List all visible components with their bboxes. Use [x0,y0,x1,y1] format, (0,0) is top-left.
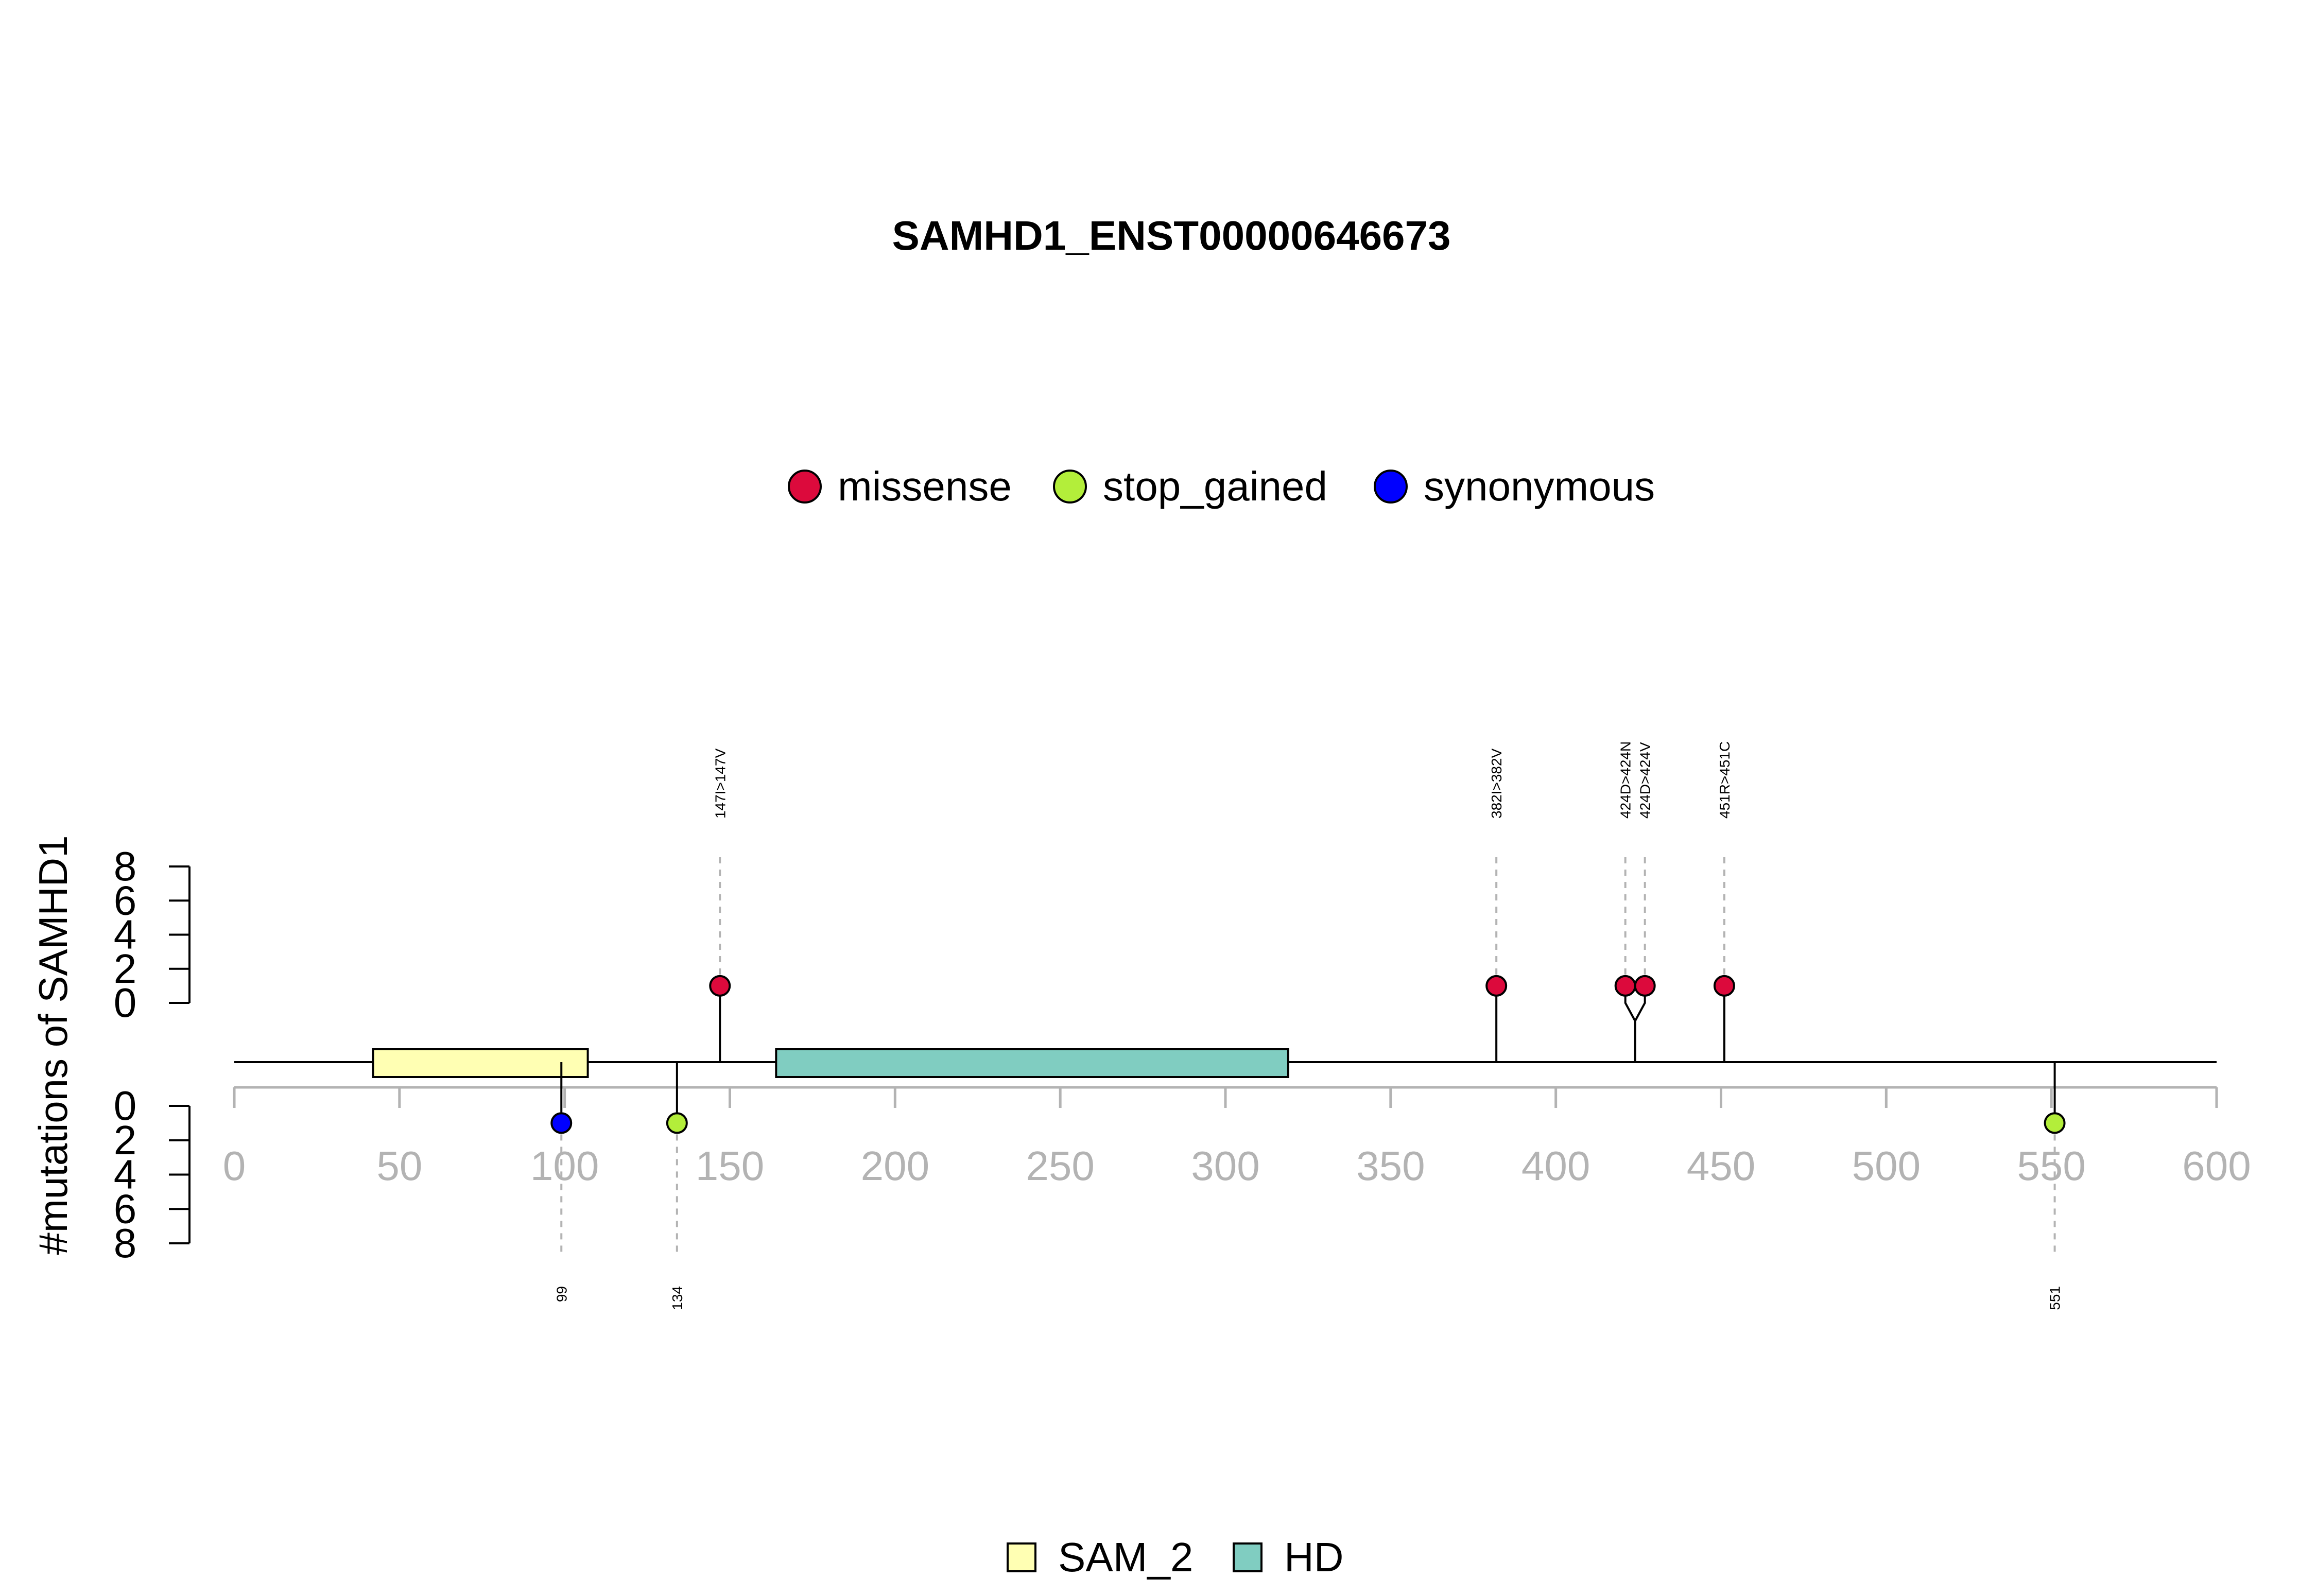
mutation-legend: missense stop_gained synonymous [788,463,1655,509]
x-tick-label: 200 [861,1143,929,1189]
legend-label: HD [1284,1534,1344,1580]
y-tick-label: 8 [114,1220,137,1266]
x-tick-label: 450 [1687,1143,1755,1189]
legend-swatch [1233,1542,1263,1572]
mutation-point [1614,975,1636,997]
legend-swatch [1053,470,1087,504]
mutation-point [550,1112,573,1134]
legend-swatch [1007,1542,1036,1572]
x-tick-label: 550 [2017,1143,2085,1189]
y-tick-label: 0 [114,1083,137,1129]
mutation-label: 147I>147V [712,748,728,819]
x-tick-label: 50 [376,1143,422,1189]
domain-HD [775,1048,1289,1078]
y-tick-label: 6 [114,1186,137,1231]
x-tick-label: 150 [696,1143,764,1189]
y-tick-label: 2 [114,1117,137,1163]
y-tick-label: 6 [114,877,137,923]
x-tick-label: 600 [2182,1143,2251,1189]
x-tick-label: 0 [223,1143,246,1189]
mutation-label: 551 [2047,1286,2063,1310]
mutation-point [709,975,731,997]
domain-SAM_2 [372,1048,589,1078]
mutation-point [1713,975,1735,997]
y-axis-label: #mutations of SAMHD1 [30,835,76,1255]
mutation-label: 99 [554,1286,569,1302]
protein-domains [372,1048,1289,1078]
mutation-label: 382I>382V [1489,748,1505,819]
legend-label: synonymous [1424,463,1655,509]
mutation-label: 424D>424N [1618,741,1634,819]
mutation-point [1485,975,1508,997]
x-tick-label: 400 [1521,1143,1590,1189]
x-tick-label: 500 [1852,1143,1921,1189]
legend-label: stop_gained [1103,463,1327,509]
legend-label: missense [838,463,1012,509]
x-tick-label: 250 [1026,1143,1094,1189]
y-tick-label: 8 [114,843,137,889]
x-axis: 0 50 100 150 200 250 300 350 400 450 500 550 600 [223,1086,2251,1189]
chart-title: SAMHD1_ENST00000646673 [892,213,1450,258]
y-tick-label: 4 [114,912,137,958]
mutation-point [1634,975,1656,997]
legend-swatch [788,470,822,504]
y-tick-label: 4 [114,1152,137,1198]
y-tick-label: 2 [114,946,137,992]
legend-swatch [1374,470,1408,504]
mutation-label: 134 [669,1286,685,1310]
mutation-point [666,1112,688,1134]
mutation-markers: 147I>147V 382I>382V 424D>424N 424D>424V 451R… [550,741,2066,1310]
mutation-label: 451R>451C [1717,741,1733,819]
mutation-point [2044,1112,2066,1134]
mutation-label: 424D>424V [1637,742,1653,819]
x-tick-label: 100 [530,1143,599,1189]
domain-legend: SAM_2 HD [1007,1534,1344,1580]
x-tick-label: 300 [1191,1143,1259,1189]
x-tick-label: 350 [1356,1143,1425,1189]
legend-label: SAM_2 [1058,1534,1193,1580]
y-tick-label: 0 [114,980,137,1026]
